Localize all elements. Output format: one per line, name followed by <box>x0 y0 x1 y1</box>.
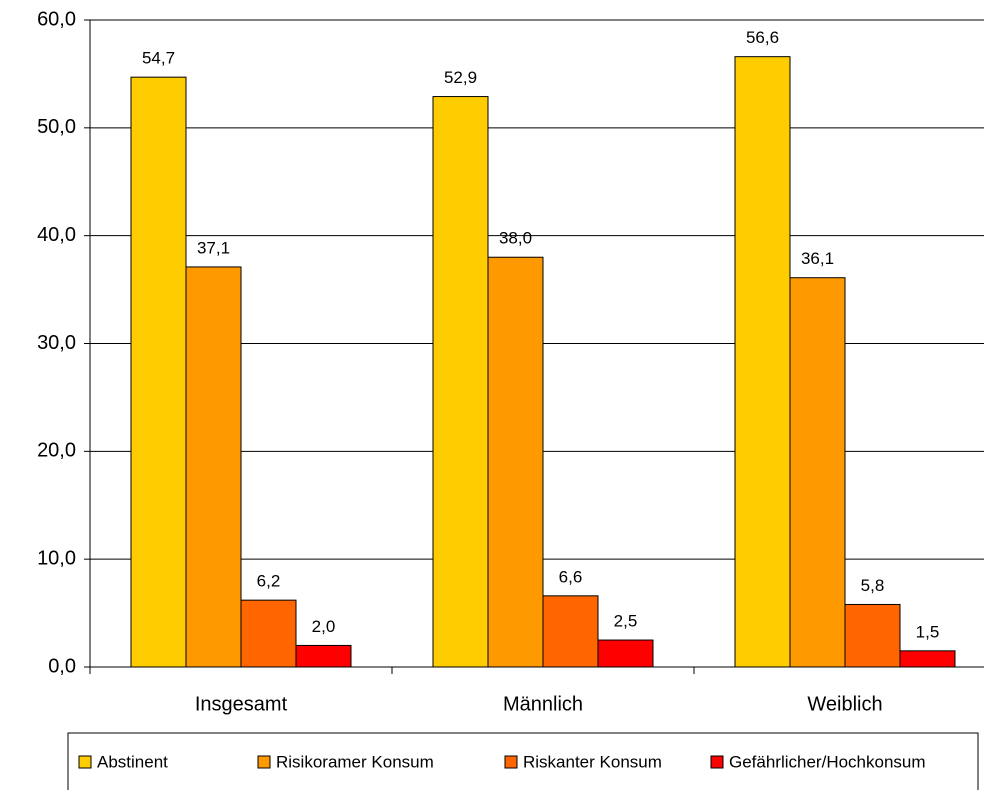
legend-box <box>67 732 979 790</box>
legend-swatch <box>257 755 271 769</box>
legend-label: Risikoramer Konsum <box>276 752 434 771</box>
value-label: 54,7 <box>142 49 175 68</box>
y-tick-label: 50,0 <box>37 116 76 138</box>
value-label: 6,6 <box>559 567 583 586</box>
y-tick-label: 0,0 <box>48 655 76 677</box>
legend-label: Abstinent <box>97 752 168 771</box>
value-label: 2,0 <box>312 617 336 636</box>
bar <box>185 266 242 668</box>
bar <box>130 76 187 668</box>
y-tick-label: 20,0 <box>37 440 76 462</box>
bar <box>240 599 297 668</box>
bar <box>542 595 599 668</box>
value-label: 52,9 <box>444 68 477 87</box>
value-label: 56,6 <box>746 28 779 47</box>
y-tick-label: 30,0 <box>37 332 76 354</box>
bar <box>295 644 352 668</box>
value-label: 6,2 <box>257 572 281 591</box>
bar <box>899 650 956 668</box>
bar <box>597 639 654 668</box>
bar <box>734 56 791 668</box>
legend-swatch <box>710 755 724 769</box>
value-label: 2,5 <box>614 612 638 631</box>
x-tick-label: Weiblich <box>807 693 882 715</box>
bar <box>844 603 901 668</box>
value-label: 5,8 <box>861 576 885 595</box>
y-tick-label: 10,0 <box>37 547 76 569</box>
legend-swatch <box>78 755 92 769</box>
legend-swatch <box>504 755 518 769</box>
y-tick-label: 60,0 <box>37 8 76 30</box>
value-label: 37,1 <box>197 238 230 257</box>
value-label: 36,1 <box>801 249 834 268</box>
bar <box>789 277 846 668</box>
legend-label: Gefährlicher/Hochkonsum <box>729 752 926 771</box>
x-tick-label: Insgesamt <box>195 693 288 715</box>
legend-label: Riskanter Konsum <box>523 752 662 771</box>
y-tick-label: 40,0 <box>37 224 76 246</box>
x-tick-label: Männlich <box>503 693 583 715</box>
bar <box>432 96 489 668</box>
value-label: 1,5 <box>916 622 940 641</box>
value-label: 38,0 <box>499 229 532 248</box>
bar <box>487 256 544 668</box>
